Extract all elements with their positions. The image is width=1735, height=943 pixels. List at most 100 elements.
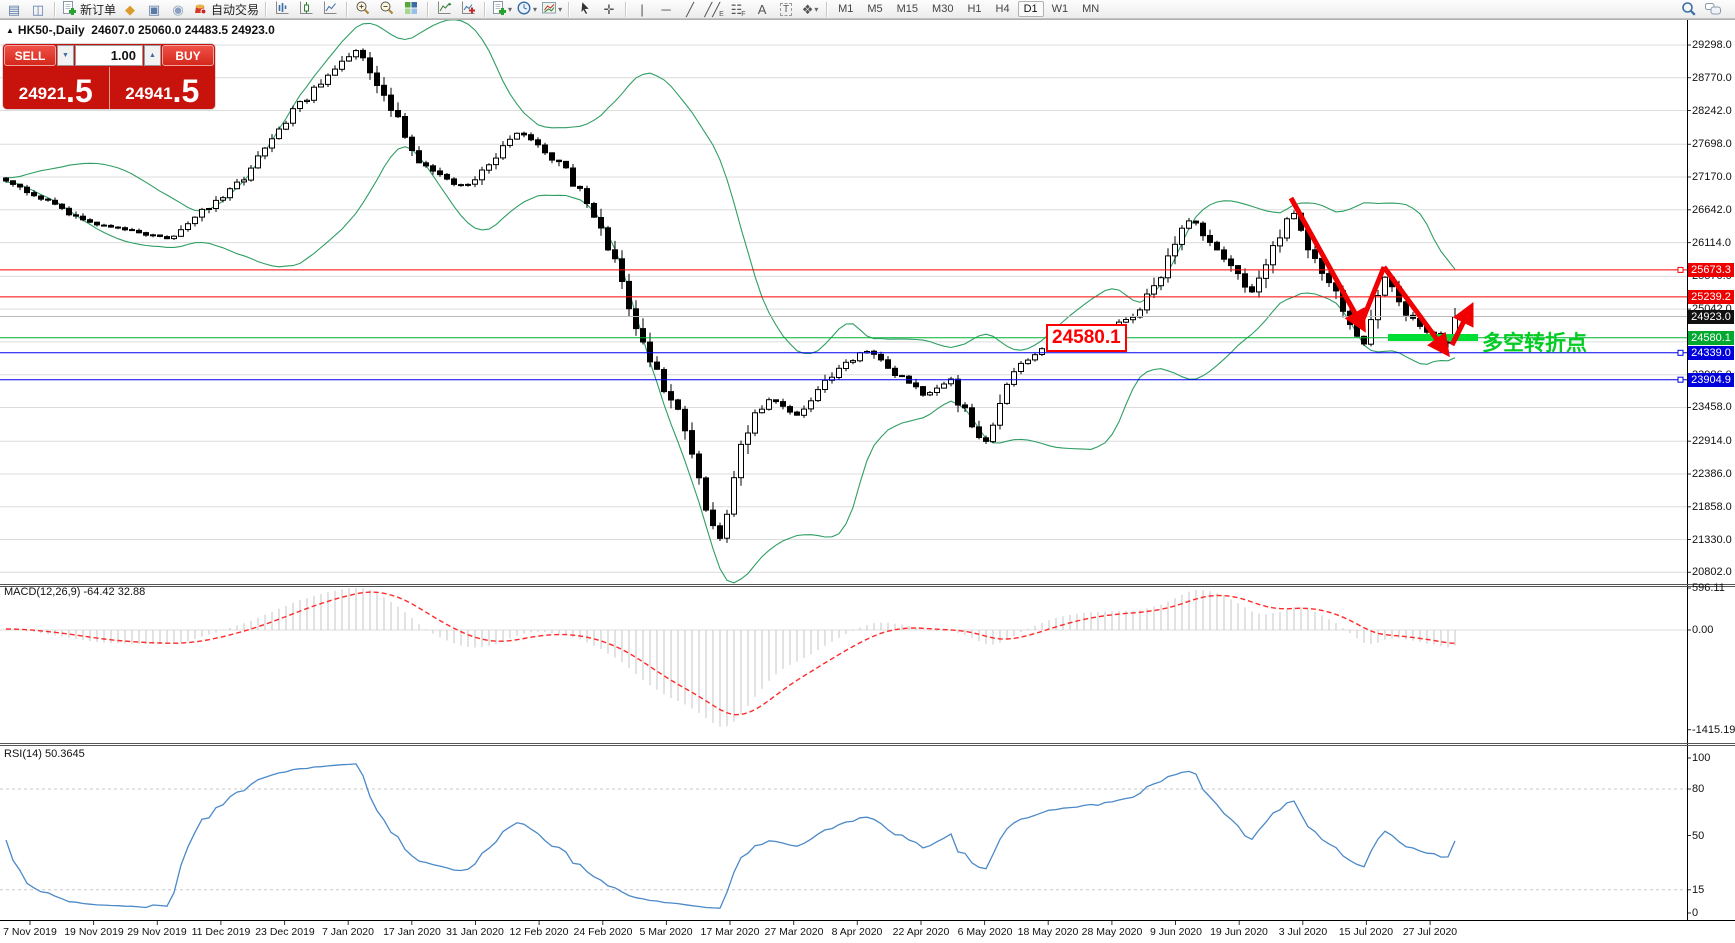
add-indicator-button[interactable]: ▾ [489,0,514,18]
macd-tick-label: 0.00 [1692,624,1714,636]
timeframe-w1-button[interactable]: W1 [1051,3,1069,15]
price-callout-label[interactable]: 24580.1 [1046,324,1127,352]
price-tick-label: 27170.0 [1692,171,1732,183]
bollinger-bands [5,19,1456,584]
price-tick-label: 28770.0 [1692,72,1732,84]
date-label: 17 Jan 2020 [383,926,441,938]
dropdown-caret-icon[interactable]: ▾ [508,4,513,14]
chart-candles-icon[interactable] [294,1,318,18]
search-icon[interactable] [1677,1,1701,18]
rsi-tick-label: 0 [1692,907,1699,919]
trendline-button[interactable]: ╱ [686,1,694,17]
price-level-badge: 24580.1 [1688,331,1734,345]
date-label: 29 Nov 2019 [127,926,187,938]
rsi-tick-label: 15 [1692,884,1705,896]
date-label: 9 Jun 2020 [1150,926,1202,938]
arrows-button[interactable]: ❖ ▾ [801,1,819,17]
volume-input[interactable]: 1.00 [75,45,143,66]
dropdown-caret-icon[interactable]: ▾ [533,4,538,14]
vline-button[interactable]: | [640,1,644,17]
volume-increase-button[interactable]: ▲ [144,45,161,66]
buy-button[interactable]: BUY [162,45,214,66]
volume-decrease-button[interactable]: ▼ [57,45,74,66]
hline-button[interactable]: ─ [661,1,671,17]
toolbar-separator [54,1,55,17]
chart-profile-icon[interactable]: ▾ [539,1,564,18]
trend-zigzag-arrows [1288,196,1474,358]
tile-windows-icon[interactable] [399,1,423,18]
tile-windows-icon-icon [403,0,419,19]
price-tick-label: 21858.0 [1692,501,1732,513]
new-order-button[interactable]: 新订单 [59,0,118,18]
grid-lines [0,44,1687,573]
toolbar-separator [826,1,828,17]
price-tick-label: 26114.0 [1692,237,1731,249]
pivot-annotation-text[interactable]: 多空转折点 [1482,332,1587,355]
price-tick-label: 27698.0 [1692,138,1732,150]
timeframe-d1-button[interactable]: D1 [1017,1,1044,17]
date-label: 15 Jul 2020 [1338,926,1394,938]
timeframe-h4-button[interactable]: H4 [995,3,1010,15]
macd-signal-line [5,591,1456,716]
metaeditor-icon[interactable]: ◆ [125,1,136,17]
toolbar-separator [346,1,348,17]
dropdown-caret-icon[interactable]: ▾ [814,4,819,14]
timeframe-m15-button[interactable]: M15 [896,3,919,15]
cursor-button[interactable] [573,0,597,19]
candles [3,48,1458,543]
cursor-icon [577,0,593,19]
chat-icon[interactable] [1701,1,1725,18]
date-label: 3 Jul 2020 [1278,926,1328,938]
signals-icon[interactable]: ◉ [172,1,184,17]
trade-panel-row: SELL ▼ 1.00 ▲ BUY [3,44,215,67]
data-window-icon[interactable]: ◫ [31,1,45,17]
crosshair-button[interactable]: ✛ [603,1,615,17]
chart-list-icon[interactable]: ▤ [7,1,21,17]
one-click-trade-panel: SELL ▼ 1.00 ▲ BUY 24921.5 24941.5 [3,44,215,109]
chart-profile-icon-icon [541,0,557,19]
period-icon[interactable]: ▾ [514,0,539,18]
panel-borders [0,19,1735,921]
toolbar-separator [427,1,429,17]
macd-tick-label: -1415.19 [1692,724,1735,736]
price-level-badge: 24923.0 [1688,310,1734,324]
date-label: 7 Jan 2020 [322,926,374,938]
label-button[interactable]: T [774,1,798,18]
timeframe-mn-button[interactable]: MN [1082,3,1100,15]
chart-symbol-period: HK50-,Daily [17,23,85,37]
autotrade-button[interactable]: 自动交易 [190,1,261,18]
fibo-button[interactable]: ☷ F [730,1,746,18]
terminal-icon[interactable]: ▣ [147,1,161,17]
zoom-out-icon[interactable] [375,1,399,18]
timeframe-m1-button[interactable]: M1 [838,3,854,15]
date-label: 23 Dec 2019 [255,926,315,938]
collapse-arrow-icon[interactable]: ▲ [6,26,14,35]
indicator-list-icon[interactable] [432,1,456,18]
rsi-tick-label: 50 [1692,830,1705,842]
rsi-tick-label: 100 [1692,752,1711,764]
chart-bars-icon-icon [274,0,290,19]
date-label: 22 Apr 2020 [892,926,950,938]
chart-bars-icon[interactable] [270,1,294,18]
chart-line-icon[interactable] [318,1,342,18]
macd-histogram [5,588,1456,727]
buy-price[interactable]: 24941.5 [125,73,200,109]
toolbar-separator [265,1,267,17]
price-divider [108,67,110,109]
chart-ohlc-values: 24607.0 25060.0 24483.5 24923.0 [91,23,275,37]
text-button[interactable]: A [757,1,767,17]
sell-price[interactable]: 24921.5 [18,73,93,109]
date-label: 6 May 2020 [957,926,1013,938]
timeframe-h1-button[interactable]: H1 [967,3,982,15]
trade-panel-prices: 24921.5 24941.5 [3,67,215,109]
timeframe-m30-button[interactable]: M30 [932,3,954,15]
sell-button[interactable]: SELL [4,45,56,66]
zoom-in-icon[interactable] [351,1,375,18]
date-label: 19 Jun 2020 [1210,926,1268,938]
dropdown-caret-icon[interactable]: ▾ [558,4,563,14]
channel-button[interactable]: ╱╱ E [704,1,724,18]
indicator-add-icon[interactable] [456,1,480,18]
timeframe-m5-button[interactable]: M5 [867,3,883,15]
date-label: 27 Jul 2020 [1402,926,1458,938]
